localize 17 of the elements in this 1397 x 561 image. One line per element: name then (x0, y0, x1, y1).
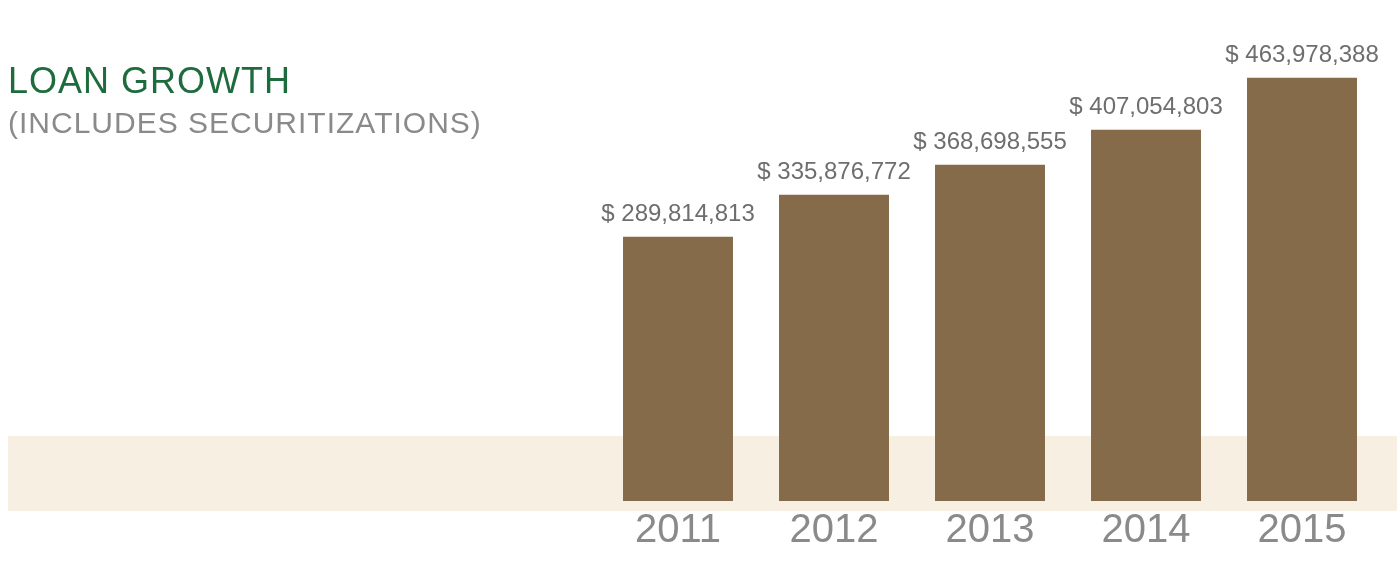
bar (623, 236, 733, 501)
text: (INCLUDES SECURITIZATIONS) (8, 106, 482, 140)
x-tick-label: 2012 (789, 506, 879, 551)
x-tick-label: 2015 (1257, 506, 1347, 551)
data-label: $ 463,978,388 (1225, 40, 1379, 68)
data-label: $ 335,876,772 (757, 157, 911, 185)
data-label: $ 289,814,813 (601, 199, 755, 227)
bar (1091, 129, 1201, 501)
bar (779, 194, 889, 501)
data-label: $ 407,054,803 (1069, 92, 1223, 120)
data-label: $ 368,698,555 (913, 127, 1067, 155)
text: LOAN GROWTH (8, 60, 292, 102)
x-tick-label: 2013 (945, 506, 1035, 551)
bar (935, 164, 1045, 501)
x-tick-label: 2014 (1101, 506, 1191, 551)
bar (1247, 77, 1357, 501)
x-tick-label: 2011 (634, 506, 722, 551)
